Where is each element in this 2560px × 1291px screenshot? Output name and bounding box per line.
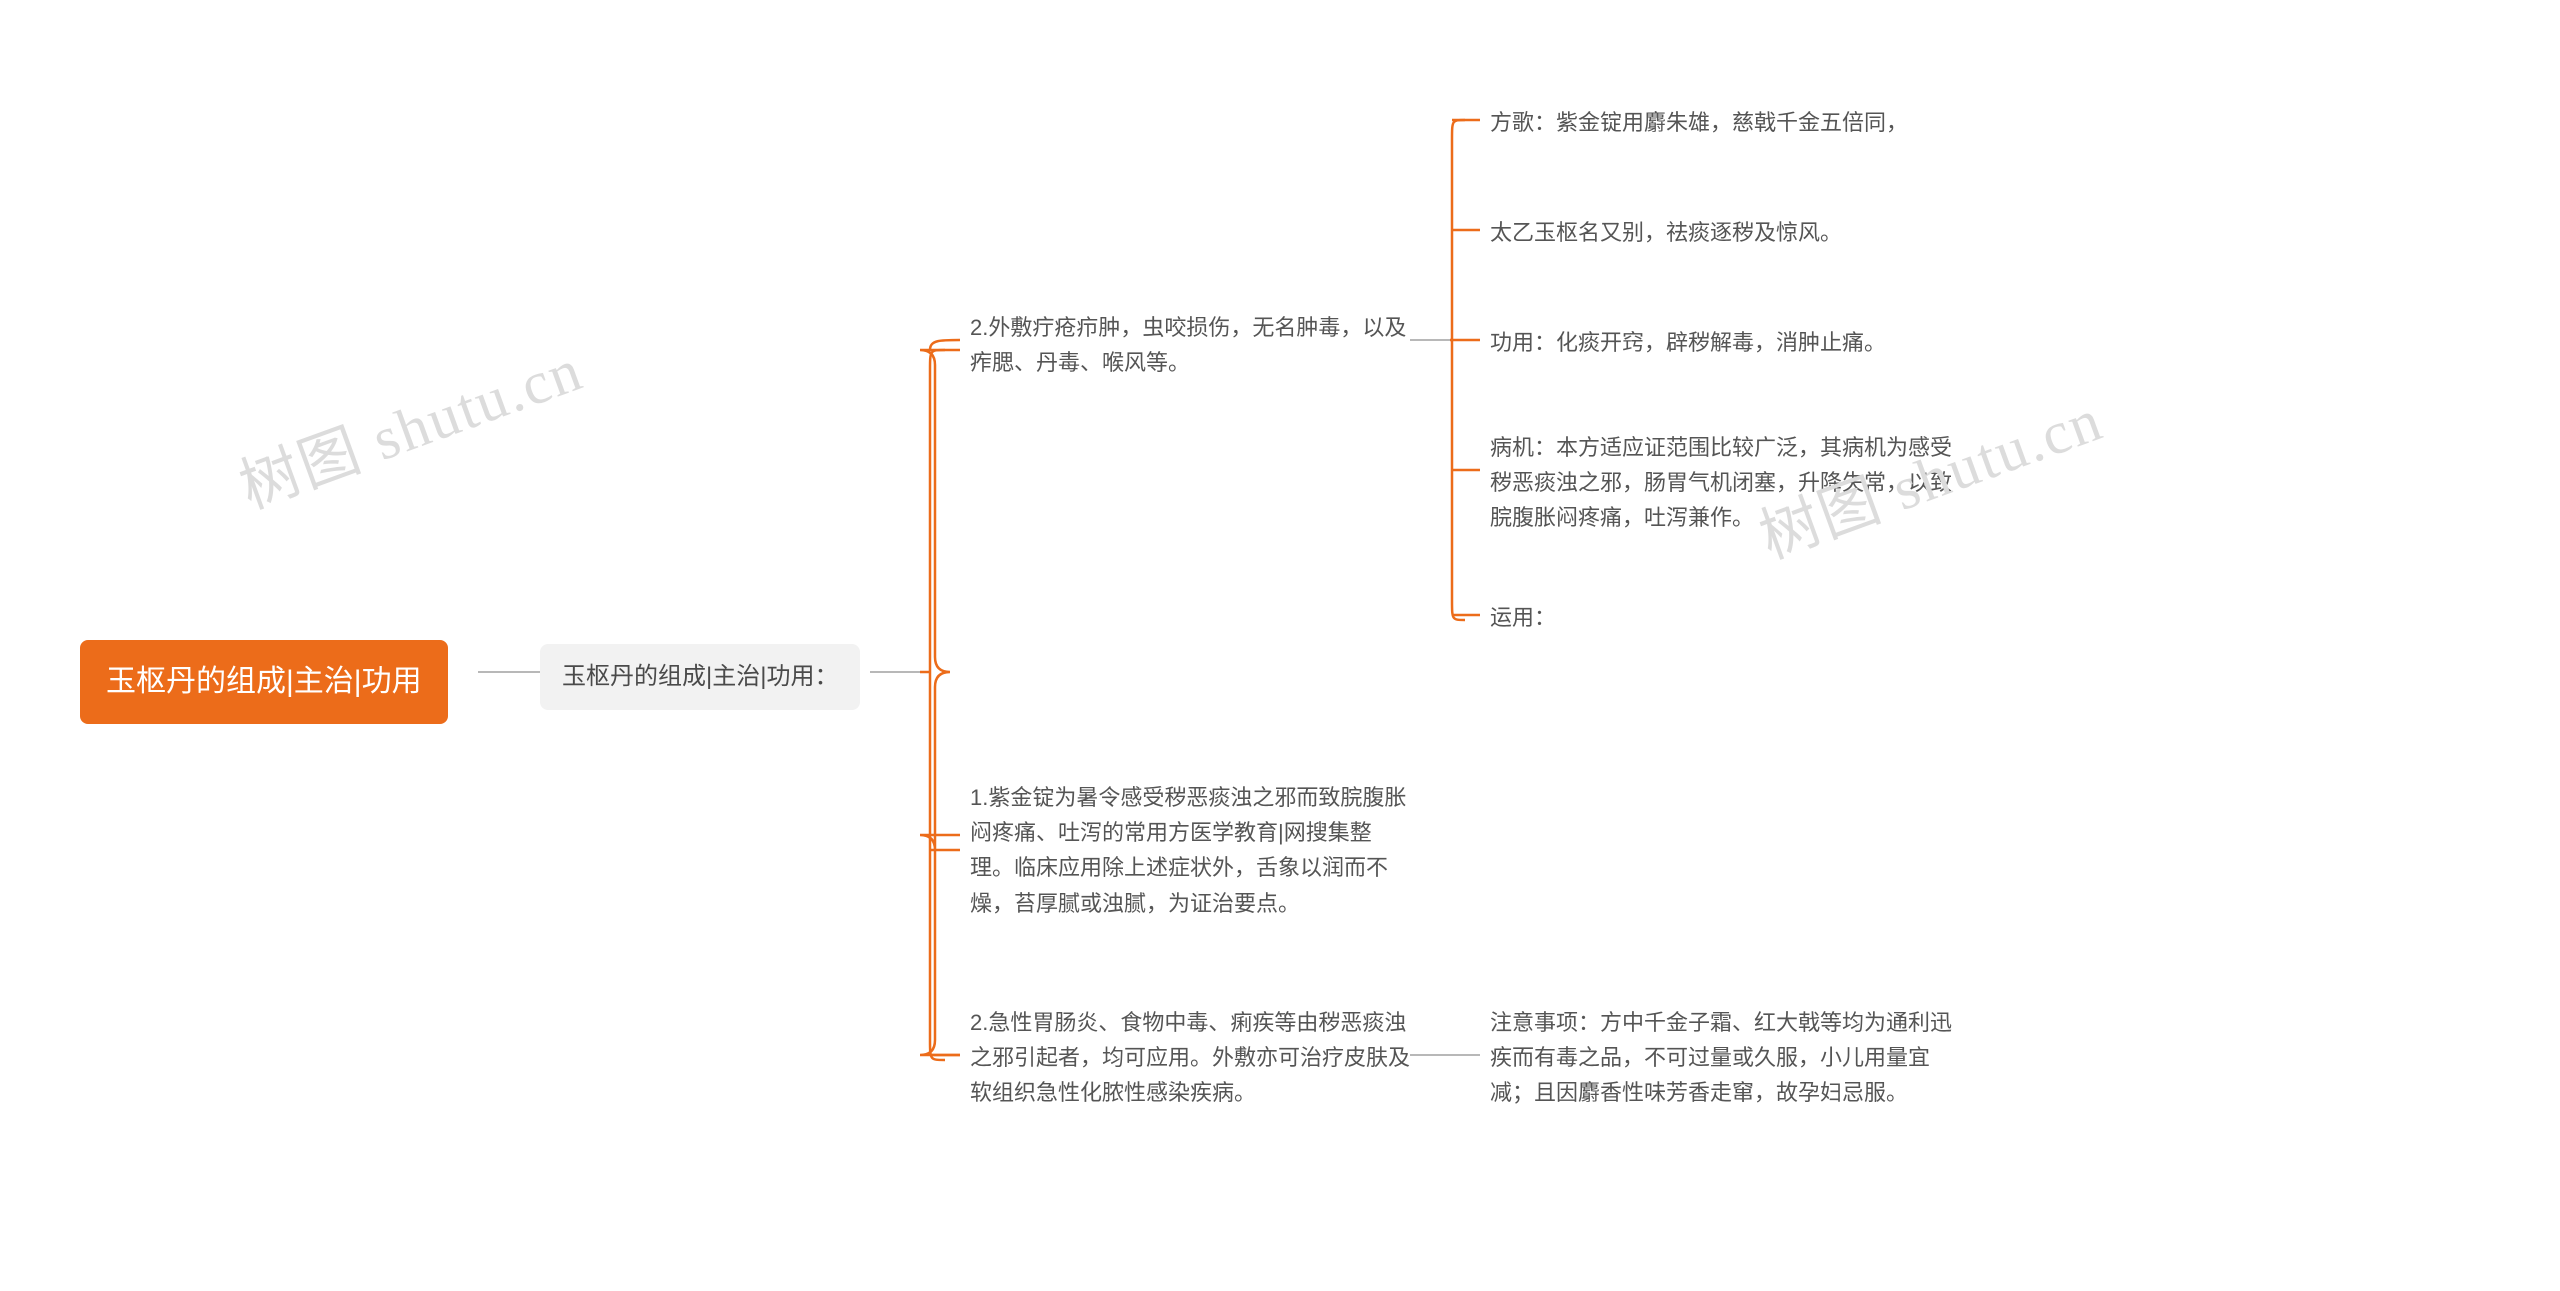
branch-a-child-1-label: 太乙玉枢名又别，祛痰逐秽及惊风。 <box>1490 220 1842 245</box>
mindmap-container: 玉枢丹的组成|主治|功用 玉枢丹的组成|主治|功用： 2.外敷疔疮疖肿，虫咬损伤… <box>0 0 2560 1291</box>
branch-a-child-4-label: 运用： <box>1490 605 1556 630</box>
branch-a-child-3-label: 病机：本方适应证范围比较广泛，其病机为感受秽恶痰浊之邪，肠胃气机闭塞，升降失常，… <box>1490 435 1952 530</box>
root-label: 玉枢丹的组成|主治|功用 <box>106 665 422 698</box>
branch-a-child-0-label: 方歌：紫金锭用麝朱雄，慈戟千金五倍同， <box>1490 110 1908 135</box>
branch-b-label: 1.紫金锭为暑令感受秽恶痰浊之邪而致脘腹胀闷疼痛、吐泻的常用方医学教育|网搜集整… <box>970 785 1406 916</box>
branch-a-node[interactable]: 2.外敷疔疮疖肿，虫咬损伤，无名肿毒，以及痄腮、丹毒、喉风等。 <box>970 310 1410 380</box>
level1-node[interactable]: 玉枢丹的组成|主治|功用： <box>540 644 860 710</box>
branch-a-child-4[interactable]: 运用： <box>1490 600 1556 635</box>
branch-c-node[interactable]: 2.急性胃肠炎、食物中毒、痢疾等由秽恶痰浊之邪引起者，均可应用。外敷亦可治疗皮肤… <box>970 1005 1410 1111</box>
branch-c-child-node[interactable]: 注意事项：方中千金子霜、红大戟等均为通利迅疾而有毒之品，不可过量或久服，小儿用量… <box>1490 1005 1970 1111</box>
watermark-1-text: 树图 shutu.cn <box>231 336 591 521</box>
branch-a-child-3[interactable]: 病机：本方适应证范围比较广泛，其病机为感受秽恶痰浊之邪，肠胃气机闭塞，升降失常，… <box>1490 430 1970 536</box>
watermark-1: 树图 shutu.cn <box>226 321 593 525</box>
branch-a-child-0[interactable]: 方歌：紫金锭用麝朱雄，慈戟千金五倍同， <box>1490 105 1908 140</box>
branch-a-child-2-label: 功用：化痰开窍，辟秽解毒，消肿止痛。 <box>1490 330 1886 355</box>
branch-b-node[interactable]: 1.紫金锭为暑令感受秽恶痰浊之邪而致脘腹胀闷疼痛、吐泻的常用方医学教育|网搜集整… <box>970 780 1410 921</box>
branch-c-label: 2.急性胃肠炎、食物中毒、痢疾等由秽恶痰浊之邪引起者，均可应用。外敷亦可治疗皮肤… <box>970 1010 1410 1105</box>
branch-a-child-1[interactable]: 太乙玉枢名又别，祛痰逐秽及惊风。 <box>1490 215 1842 250</box>
branch-c-child-label: 注意事项：方中千金子霜、红大戟等均为通利迅疾而有毒之品，不可过量或久服，小儿用量… <box>1490 1010 1952 1105</box>
branch-a-label: 2.外敷疔疮疖肿，虫咬损伤，无名肿毒，以及痄腮、丹毒、喉风等。 <box>970 315 1406 375</box>
root-node[interactable]: 玉枢丹的组成|主治|功用 <box>80 640 448 724</box>
level1-label: 玉枢丹的组成|主治|功用： <box>562 663 838 690</box>
branch-a-child-2[interactable]: 功用：化痰开窍，辟秽解毒，消肿止痛。 <box>1490 325 1886 360</box>
